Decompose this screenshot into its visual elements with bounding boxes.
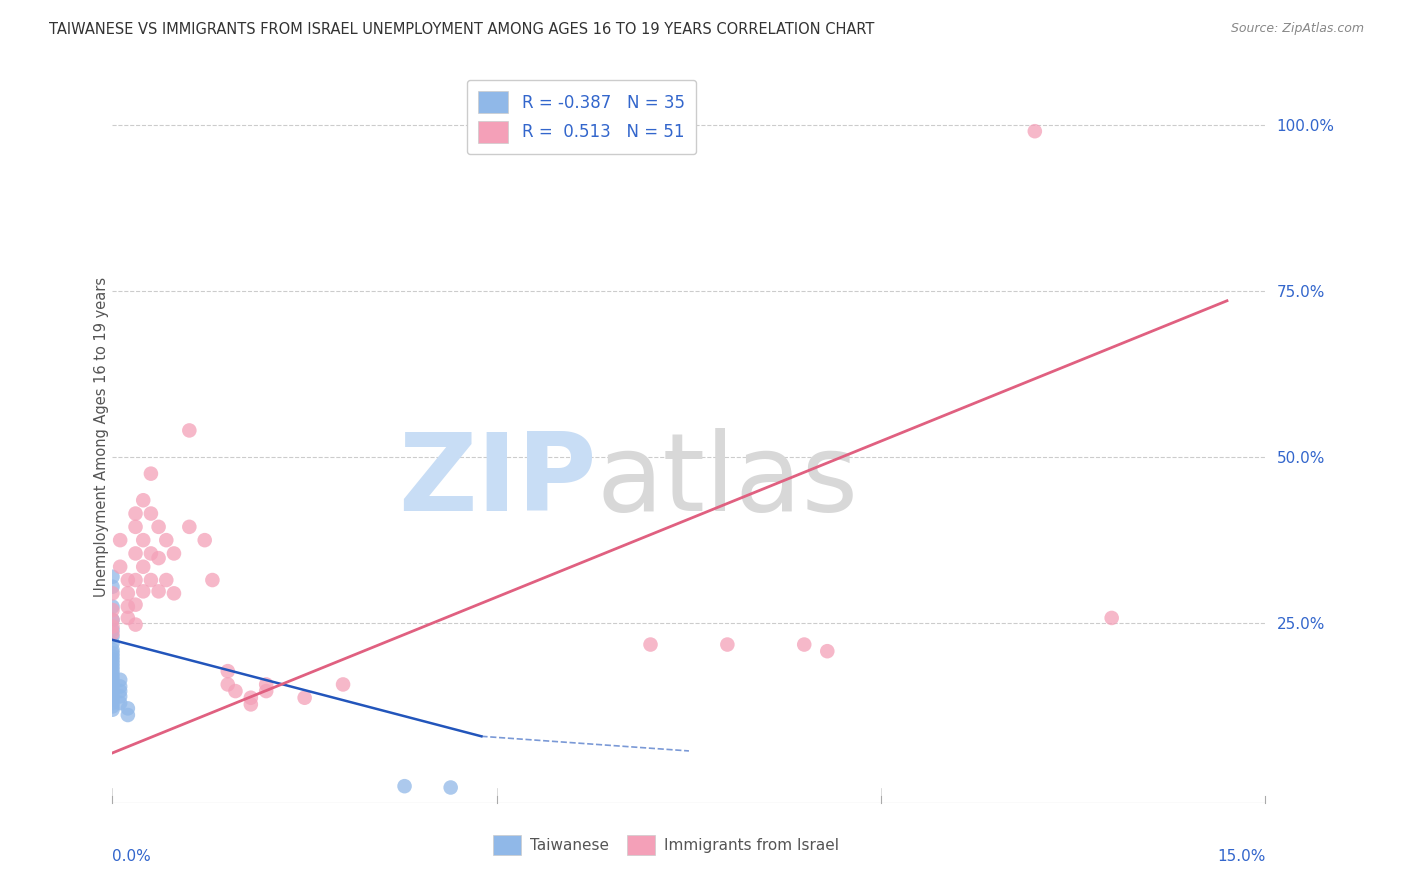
Point xyxy=(108,680,131,694)
Point xyxy=(101,603,124,617)
Point xyxy=(101,626,124,640)
Point xyxy=(101,586,124,600)
Point xyxy=(101,699,124,714)
Point xyxy=(101,630,124,644)
Point xyxy=(194,533,217,548)
Point xyxy=(101,680,124,694)
Point xyxy=(239,698,262,712)
Point xyxy=(117,573,139,587)
Text: 0.0%: 0.0% xyxy=(112,849,152,864)
Point xyxy=(124,507,146,521)
Point xyxy=(217,664,239,678)
Text: ZIP: ZIP xyxy=(398,428,596,534)
Point xyxy=(124,573,146,587)
Point xyxy=(101,623,124,637)
Point xyxy=(716,638,738,652)
Legend: Taiwanese, Immigrants from Israel: Taiwanese, Immigrants from Israel xyxy=(486,830,845,861)
Point xyxy=(101,656,124,670)
Point xyxy=(815,644,838,658)
Point xyxy=(139,507,162,521)
Point xyxy=(394,779,416,793)
Point xyxy=(108,696,131,710)
Point xyxy=(155,533,177,548)
Point xyxy=(101,599,124,614)
Point xyxy=(108,559,131,574)
Point xyxy=(148,520,170,534)
Point xyxy=(163,586,186,600)
Point xyxy=(101,646,124,660)
Point xyxy=(132,493,155,508)
Text: Source: ZipAtlas.com: Source: ZipAtlas.com xyxy=(1230,22,1364,36)
Point xyxy=(139,467,162,481)
Point xyxy=(179,424,201,438)
Point xyxy=(148,584,170,599)
Point xyxy=(155,573,177,587)
Point xyxy=(101,663,124,677)
Point xyxy=(101,570,124,584)
Text: atlas: atlas xyxy=(596,428,859,534)
Point xyxy=(124,546,146,560)
Point xyxy=(793,638,815,652)
Point xyxy=(101,696,124,710)
Point xyxy=(101,703,124,717)
Point xyxy=(139,546,162,560)
Point xyxy=(108,690,131,704)
Point xyxy=(101,619,124,633)
Point xyxy=(254,684,277,698)
Point xyxy=(132,559,155,574)
Point xyxy=(101,669,124,683)
Point xyxy=(101,673,124,687)
Point xyxy=(117,701,139,715)
Point xyxy=(101,580,124,594)
Point xyxy=(101,613,124,627)
Point xyxy=(101,659,124,673)
Point xyxy=(640,638,662,652)
Point xyxy=(101,666,124,681)
Point xyxy=(217,677,239,691)
Point xyxy=(101,690,124,704)
Point xyxy=(148,551,170,566)
Point xyxy=(101,643,124,657)
Point xyxy=(101,686,124,700)
Text: 15.0%: 15.0% xyxy=(1218,849,1265,864)
Point xyxy=(163,546,186,560)
Point xyxy=(1101,611,1123,625)
Text: TAIWANESE VS IMMIGRANTS FROM ISRAEL UNEMPLOYMENT AMONG AGES 16 TO 19 YEARS CORRE: TAIWANESE VS IMMIGRANTS FROM ISRAEL UNEM… xyxy=(49,22,875,37)
Point xyxy=(332,677,354,691)
Point xyxy=(108,684,131,698)
Point xyxy=(117,599,139,614)
Point xyxy=(239,690,262,705)
Point xyxy=(101,682,124,697)
Point xyxy=(101,649,124,664)
Point xyxy=(179,520,201,534)
Point xyxy=(117,586,139,600)
Point xyxy=(132,533,155,548)
Point xyxy=(124,598,146,612)
Point xyxy=(201,573,224,587)
Point xyxy=(440,780,463,795)
Point xyxy=(101,636,124,650)
Point xyxy=(1024,124,1046,138)
Point xyxy=(124,520,146,534)
Point xyxy=(294,690,316,705)
Point xyxy=(101,692,124,706)
Point xyxy=(117,708,139,723)
Point xyxy=(101,613,124,627)
Point xyxy=(224,684,246,698)
Point xyxy=(132,584,155,599)
Point xyxy=(117,611,139,625)
Point xyxy=(254,677,277,691)
Y-axis label: Unemployment Among Ages 16 to 19 years: Unemployment Among Ages 16 to 19 years xyxy=(94,277,108,597)
Point xyxy=(124,617,146,632)
Point xyxy=(139,573,162,587)
Point xyxy=(101,676,124,690)
Point xyxy=(108,673,131,687)
Point xyxy=(108,533,131,548)
Point xyxy=(101,653,124,667)
